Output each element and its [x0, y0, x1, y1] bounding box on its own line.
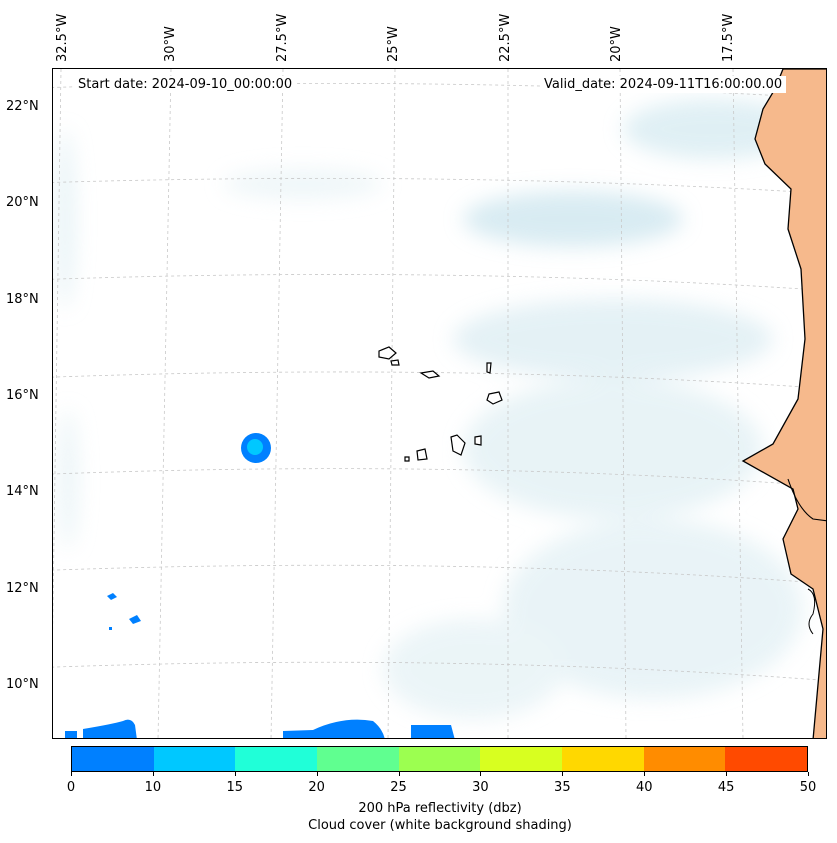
- latitude-label: 12°N: [6, 581, 39, 596]
- colorbar-tick-label: 50: [799, 780, 817, 795]
- cape-verde-islands: [378, 346, 503, 462]
- latitude-label: 18°N: [6, 292, 39, 307]
- colorbar-tick-label: 0: [66, 780, 76, 795]
- longitude-label: 17.5°W: [721, 13, 736, 62]
- colorbar-tick-mark: [316, 772, 318, 776]
- longitude-label: 22.5°W: [498, 13, 513, 62]
- colorbar-segment: [480, 747, 563, 771]
- valid-date-label: Valid_date: 2024-09-11T16:00:00.00: [540, 76, 787, 93]
- colorbar-tick-label: 20: [308, 780, 325, 795]
- colorbar-tick-mark: [234, 772, 236, 776]
- colorbar-tick-mark: [562, 772, 564, 776]
- longitude-label: 25°W: [386, 26, 401, 62]
- latitude-label: 22°N: [6, 99, 39, 114]
- latitude-label: 20°N: [6, 195, 39, 210]
- colorbar-segment: [643, 747, 726, 771]
- colorbar-tick-mark: [71, 772, 72, 776]
- colorbar-tick-label: 45: [717, 780, 735, 795]
- colorbar-tick-label: 15: [226, 780, 244, 795]
- colorbar-tick-label: 25: [390, 780, 407, 795]
- colorbar-segment: [398, 747, 481, 771]
- reflectivity-cells: [65, 433, 455, 738]
- colorbar-segment: [725, 747, 808, 771]
- map-canvas: [53, 69, 826, 738]
- longitude-label: 30°W: [163, 26, 178, 62]
- longitude-label: 27.5°W: [275, 13, 290, 62]
- colorbar-tick-mark: [398, 772, 400, 776]
- latitude-label: 14°N: [6, 484, 39, 499]
- reflectivity-colorbar: [71, 746, 808, 772]
- africa-coastline: [741, 69, 826, 738]
- map-panel: [52, 68, 827, 739]
- colorbar-segment: [317, 747, 399, 771]
- longitude-label: 32.5°W: [55, 13, 70, 62]
- colorbar-label-reflectivity: 200 hPa reflectivity (dbz): [358, 801, 522, 816]
- colorbar-segment: [562, 747, 644, 771]
- longitude-label: 20°W: [609, 26, 624, 62]
- colorbar-tick-label: 30: [472, 780, 489, 795]
- colorbar-segment: [72, 747, 154, 771]
- colorbar-tick-label: 35: [554, 780, 571, 795]
- colorbar-tick-mark: [152, 772, 154, 776]
- colorbar-segment: [153, 747, 236, 771]
- colorbar-tick-label: 40: [635, 780, 653, 795]
- cloud-cover-shading: [55, 99, 803, 719]
- latitude-label: 10°N: [6, 677, 39, 692]
- colorbar-tick-label: 10: [144, 780, 162, 795]
- colorbar-segment: [235, 747, 318, 771]
- colorbar-tick-mark: [480, 772, 482, 776]
- colorbar-tick-mark: [726, 772, 728, 776]
- start-date-label: Start date: 2024-09-10_00:00:00: [74, 76, 297, 93]
- colorbar-tick-mark: [808, 772, 809, 776]
- latitude-label: 16°N: [6, 388, 39, 403]
- colorbar-label-cloud-cover: Cloud cover (white background shading): [308, 818, 572, 833]
- colorbar-tick-mark: [644, 772, 646, 776]
